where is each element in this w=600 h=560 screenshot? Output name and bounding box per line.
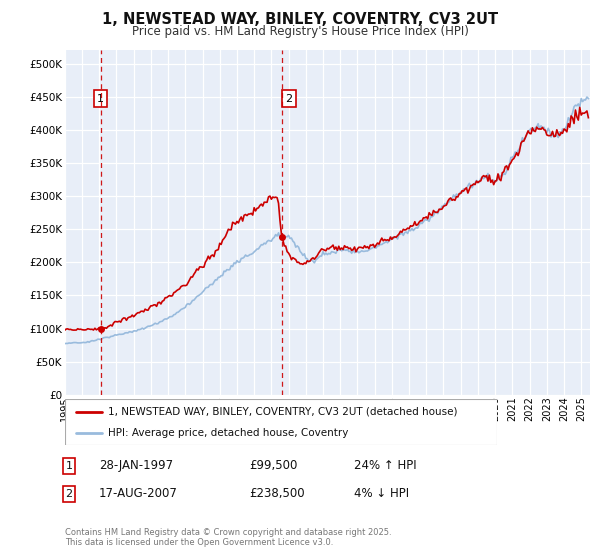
Text: 1: 1	[65, 461, 73, 471]
Text: 2: 2	[65, 489, 73, 499]
Text: 17-AUG-2007: 17-AUG-2007	[99, 487, 178, 501]
Text: 24% ↑ HPI: 24% ↑ HPI	[354, 459, 416, 473]
Text: 1, NEWSTEAD WAY, BINLEY, COVENTRY, CV3 2UT (detached house): 1, NEWSTEAD WAY, BINLEY, COVENTRY, CV3 2…	[108, 407, 458, 417]
Text: 4% ↓ HPI: 4% ↓ HPI	[354, 487, 409, 501]
Text: £238,500: £238,500	[249, 487, 305, 501]
Text: 1: 1	[97, 94, 104, 104]
Text: £99,500: £99,500	[249, 459, 298, 473]
Text: HPI: Average price, detached house, Coventry: HPI: Average price, detached house, Cove…	[108, 428, 349, 438]
FancyBboxPatch shape	[65, 399, 497, 445]
FancyBboxPatch shape	[63, 458, 75, 474]
Text: 2: 2	[286, 94, 293, 104]
Text: 1, NEWSTEAD WAY, BINLEY, COVENTRY, CV3 2UT: 1, NEWSTEAD WAY, BINLEY, COVENTRY, CV3 2…	[102, 12, 498, 27]
Text: Contains HM Land Registry data © Crown copyright and database right 2025.
This d: Contains HM Land Registry data © Crown c…	[65, 528, 391, 547]
Text: Price paid vs. HM Land Registry's House Price Index (HPI): Price paid vs. HM Land Registry's House …	[131, 25, 469, 38]
Text: 28-JAN-1997: 28-JAN-1997	[99, 459, 173, 473]
FancyBboxPatch shape	[63, 486, 75, 502]
